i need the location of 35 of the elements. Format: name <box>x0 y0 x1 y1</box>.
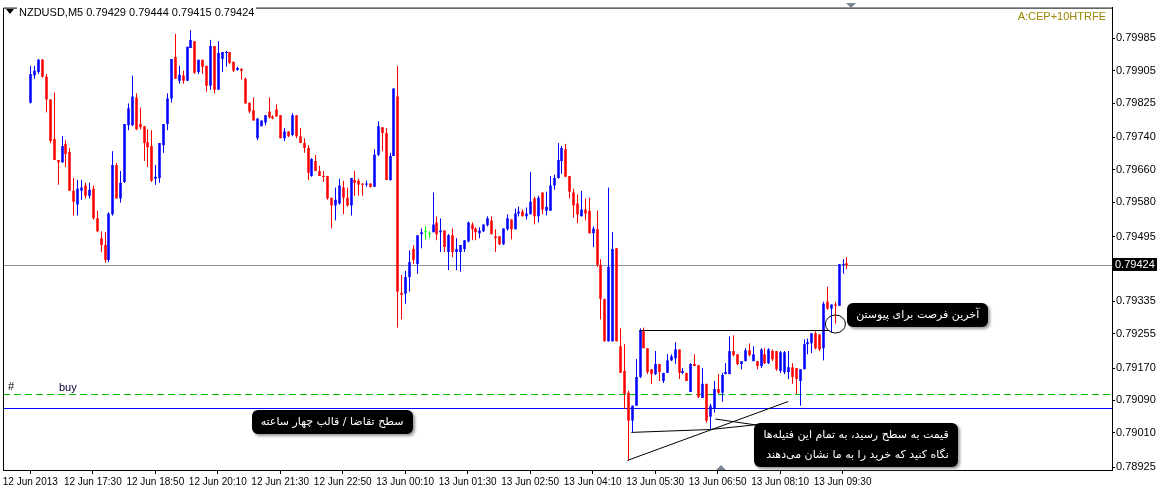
y-tick-label: 0.79825 <box>1116 96 1156 109</box>
x-tick-label: 13 Jun 06:50 <box>688 475 747 487</box>
x-tick-label: 13 Jun 05:30 <box>626 475 685 487</box>
y-tick-label: 0.79580 <box>1116 195 1156 208</box>
y-tick-label: 0.79740 <box>1116 130 1156 143</box>
x-tick-label: 13 Jun 04:10 <box>563 475 622 487</box>
y-tick-label: 0.79495 <box>1116 229 1156 242</box>
y-tick-label: 0.79090 <box>1116 393 1156 406</box>
x-tick-label: 12 Jun 2013 <box>2 475 59 487</box>
x-tick-label: 12 Jun 20:10 <box>188 475 248 487</box>
y-tick-label: 0.79010 <box>1116 425 1156 438</box>
y-tick-label: 0.79255 <box>1116 326 1156 339</box>
annotation: A:CEP+10HTRFE <box>1017 10 1106 23</box>
y-tick-label: 0.79985 <box>1116 31 1156 44</box>
x-tick-label: 12 Jun 22:50 <box>313 475 373 487</box>
x-tick-label: 13 Jun 08:10 <box>751 475 810 487</box>
ref-line-label: 0.79424 <box>1113 258 1157 272</box>
annotation: آخرین فرصت برای پیوستن <box>847 303 989 327</box>
y-tick-label: 0.79170 <box>1116 361 1156 374</box>
x-tick-label: 12 Jun 17:30 <box>63 475 123 487</box>
x-tick-label: 12 Jun 18:50 <box>126 475 185 487</box>
x-tick-label: 13 Jun 09:30 <box>813 475 872 487</box>
annotation: سطح تقاضا / قالب چهار ساعته <box>251 410 413 434</box>
x-tick-label: 13 Jun 00:10 <box>376 475 435 487</box>
y-tick-label: 0.78925 <box>1116 460 1156 473</box>
y-tick-label: 0.79660 <box>1116 162 1156 175</box>
x-tick-label: 12 Jun 21:30 <box>251 475 310 487</box>
x-tick-label: 13 Jun 01:30 <box>438 475 498 487</box>
annotation: # <box>8 380 15 393</box>
chart-title: NZDUSD,M5 0.79429 0.79444 0.79415 0.79424 <box>17 6 257 19</box>
ref-line-label: buy <box>59 380 77 394</box>
y-tick-label: 0.79905 <box>1116 63 1156 76</box>
y-tick-label: 0.79335 <box>1116 294 1156 307</box>
x-tick-label: 13 Jun 02:50 <box>501 475 560 487</box>
annotation: قیمت به سطح رسید، به تمام این فتیله‌ها نگاه کنید که خرید را به ما نشان می‌دهند <box>754 423 958 467</box>
